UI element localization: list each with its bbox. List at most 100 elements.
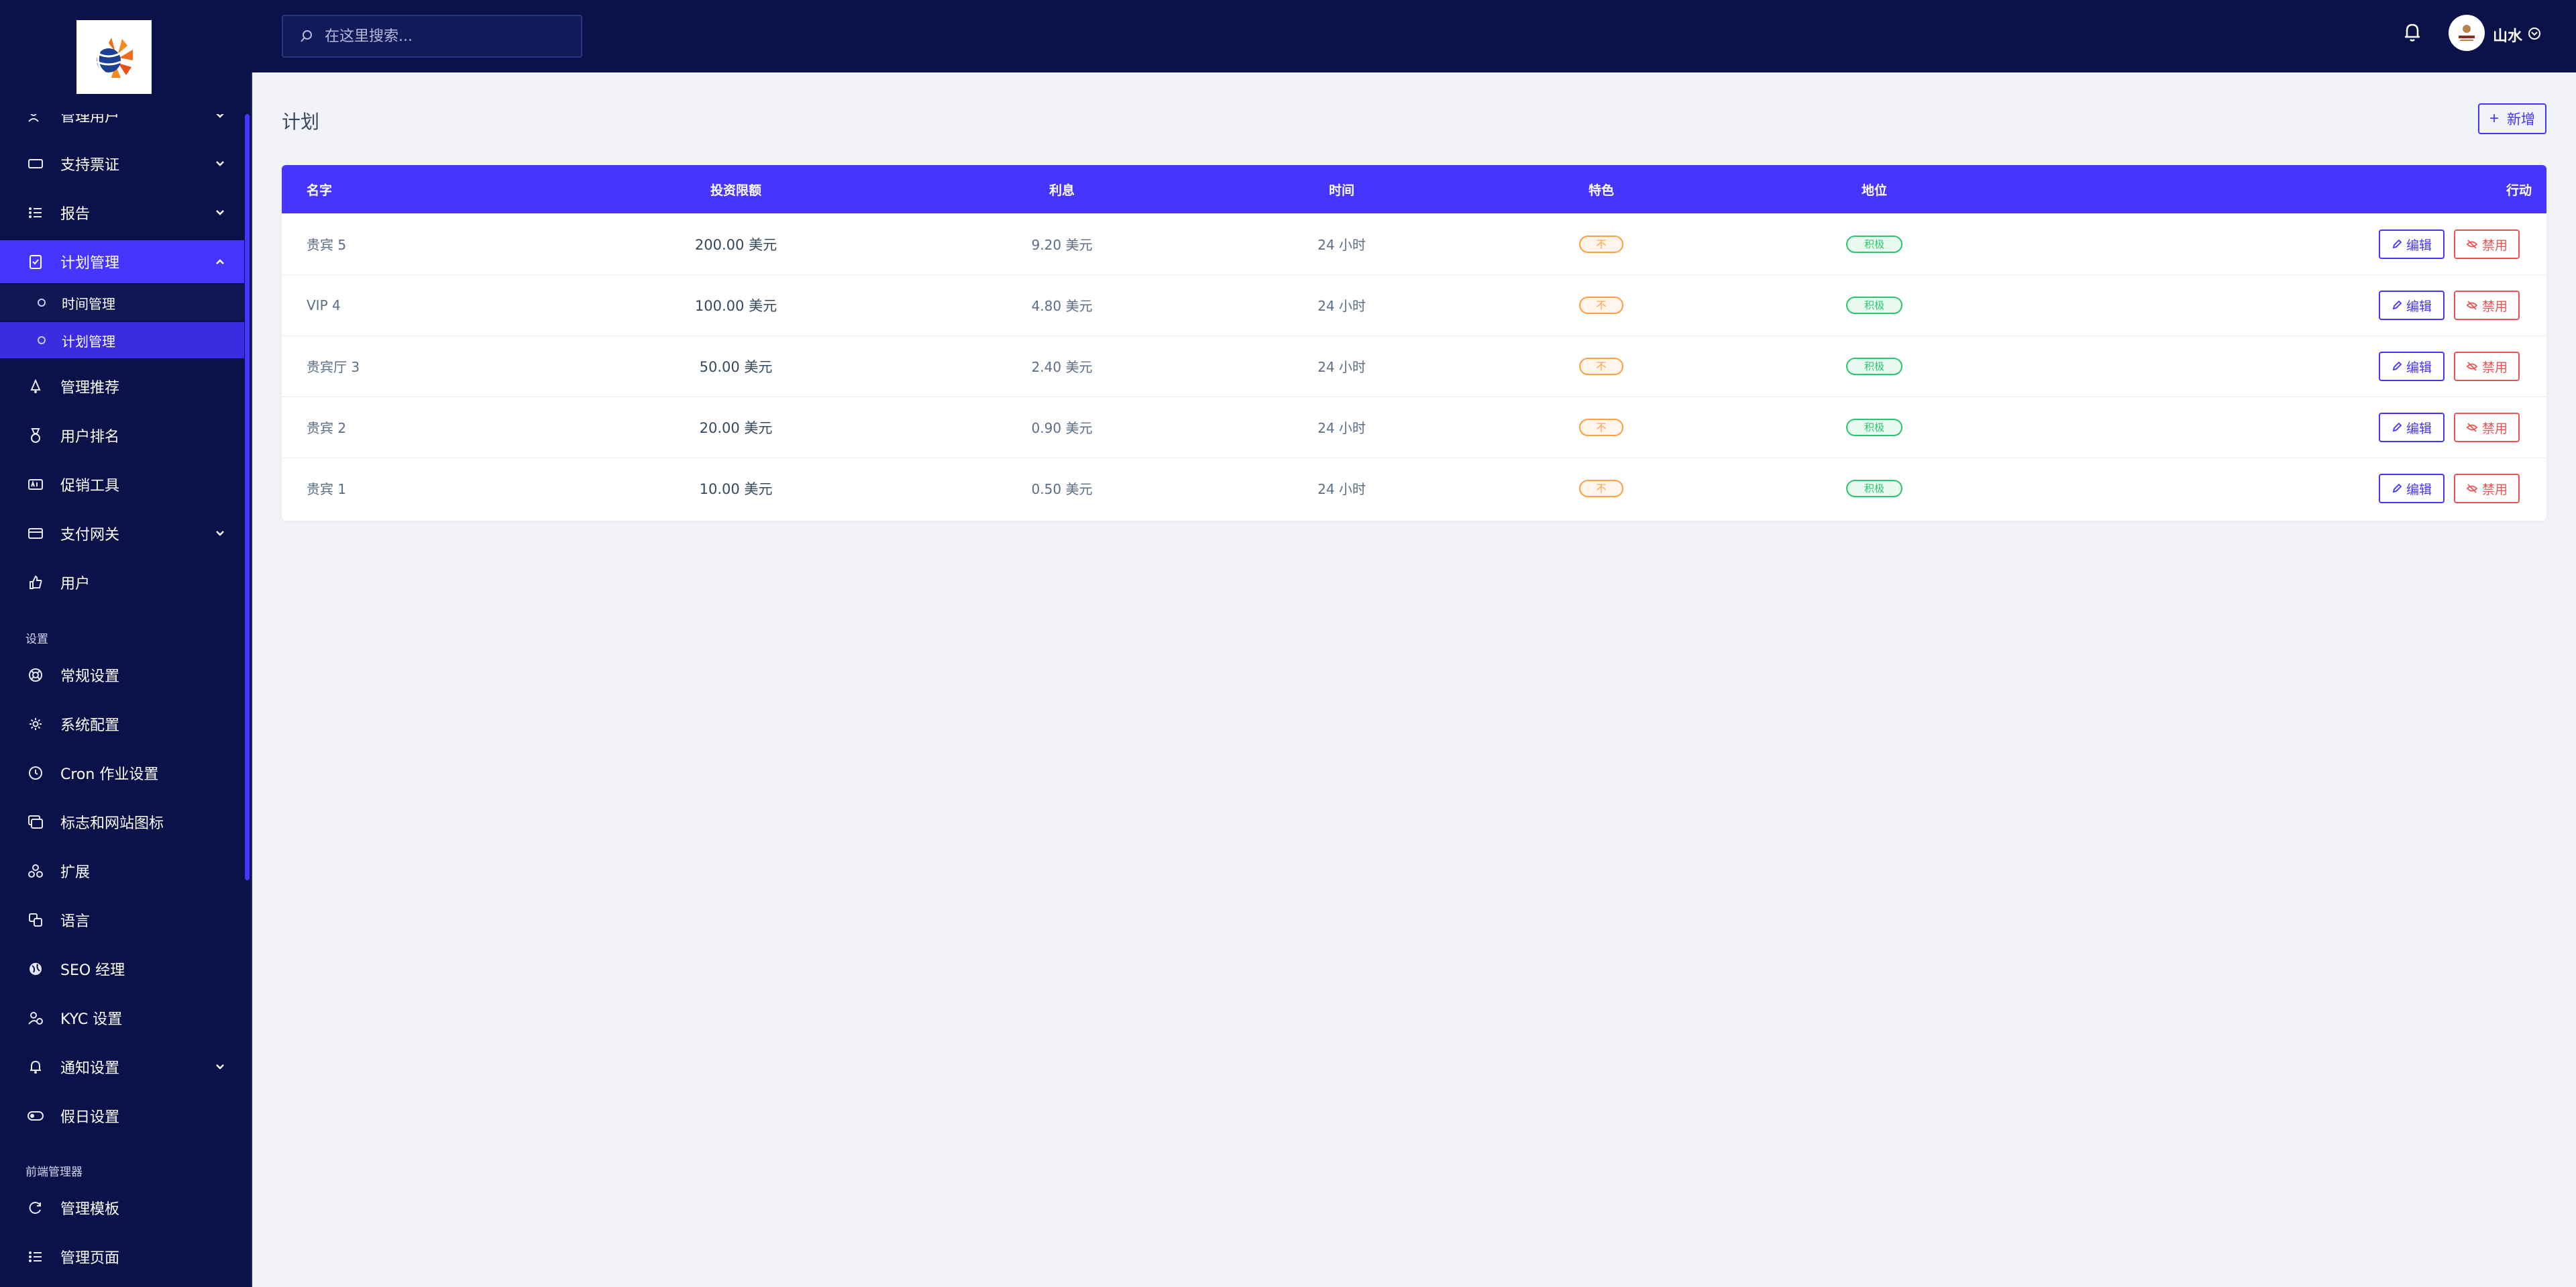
chevron-down-icon	[213, 527, 227, 540]
chevron-down-icon	[213, 157, 227, 170]
cell-invest: 10.00 美元	[699, 480, 773, 497]
bell-shape-icon	[25, 376, 46, 397]
cell-name: 贵宾 5	[307, 237, 347, 253]
pencil-icon	[2392, 300, 2402, 310]
sidebar-item-user-ranking[interactable]: 用户排名	[0, 414, 244, 457]
sidebar-item-logo-favicon[interactable]: 标志和网站图标	[0, 801, 244, 843]
sidebar-item-system-config[interactable]: 系统配置	[0, 703, 244, 745]
user-name[interactable]: 山水	[2493, 28, 2523, 45]
chevron-down-circle-icon[interactable]	[2526, 25, 2542, 42]
col-header-invest: 投资限额	[710, 183, 762, 198]
sidebar-item-seo-manager[interactable]: SEO 经理	[0, 947, 244, 990]
disable-button[interactable]: 禁用	[2454, 474, 2520, 503]
cell-time: 24 小时	[1318, 481, 1366, 497]
toggle-icon	[25, 1106, 46, 1126]
table-row: 贵宾 1 10.00 美元 0.50 美元 24 小时 不 积极 编辑 禁用	[282, 458, 2546, 519]
sidebar-section-settings: 设置	[25, 633, 48, 646]
sidebar-item-plan-management[interactable]: 计划管理	[0, 240, 244, 283]
disable-label: 禁用	[2481, 421, 2508, 436]
sidebar-item-label: 假日设置	[60, 1109, 120, 1126]
eye-slash-icon	[2466, 240, 2478, 249]
sidebar-item-holiday-settings[interactable]: 假日设置	[0, 1094, 244, 1137]
sidebar-scrollbar[interactable]	[245, 114, 250, 880]
edit-button[interactable]: 编辑	[2379, 413, 2445, 442]
sidebar-item-cron-settings[interactable]: Cron 作业设置	[0, 752, 244, 794]
disable-button[interactable]: 禁用	[2454, 413, 2520, 442]
sidebar-item-label: 语言	[60, 913, 91, 930]
sidebar-item-kyc-settings[interactable]: KYC 设置	[0, 996, 244, 1039]
sidebar-item-promotion-tools[interactable]: 促销工具	[0, 463, 244, 506]
cell-interest: 0.90 美元	[1031, 420, 1093, 436]
feature-badge: 不	[1579, 357, 1623, 375]
add-new-button[interactable]: + 新增	[2478, 103, 2546, 134]
sidebar-item-payment-gateways[interactable]: 支付网关	[0, 512, 244, 555]
eye-slash-icon	[2466, 362, 2478, 371]
plus-icon: +	[2489, 109, 2499, 127]
edit-button[interactable]: 编辑	[2379, 291, 2445, 320]
disable-label: 禁用	[2481, 299, 2508, 314]
sidebar-item-label: KYC 设置	[60, 1011, 123, 1028]
sidebar-item-label: 计划管理	[60, 255, 120, 272]
sidebar-item-notification-settings[interactable]: 通知设置	[0, 1045, 244, 1088]
status-badge: 积极	[1846, 235, 1902, 253]
disable-label: 禁用	[2481, 360, 2508, 375]
sidebar-item-label: 管理页面	[60, 1250, 120, 1267]
list-icon	[25, 203, 46, 223]
sidebar-item-label: 系统配置	[60, 717, 120, 734]
edit-button[interactable]: 编辑	[2379, 352, 2445, 381]
sidebar-item-manage-referrals[interactable]: 管理推荐	[0, 365, 244, 408]
sidebar-item-extensions[interactable]: 扩展	[0, 850, 244, 892]
ad-icon	[25, 474, 46, 495]
sidebar-item-support-tickets[interactable]: 支持票证	[0, 142, 244, 185]
thumbs-up-icon	[25, 572, 46, 593]
status-badge: 积极	[1846, 357, 1902, 375]
sidebar-subitem-plan-management[interactable]: 计划管理	[0, 322, 244, 358]
table-row: 贵宾厅 3 50.00 美元 2.40 美元 24 小时 不 积极 编辑 禁用	[282, 336, 2546, 397]
notification-bell-icon[interactable]	[2400, 19, 2424, 46]
sidebar-subitem-time-management[interactable]: 时间管理	[0, 285, 244, 321]
sidebar-item-manage-pages[interactable]: 管理页面	[0, 1235, 244, 1278]
search-box[interactable]	[282, 15, 582, 58]
page-title: 计划	[282, 111, 320, 133]
edit-button[interactable]: 编辑	[2379, 474, 2445, 503]
sidebar-item-label: 用户排名	[60, 429, 120, 446]
sidebar-item-manage-templates[interactable]: 管理模板	[0, 1186, 244, 1229]
sidebar-item-label: 通知设置	[60, 1060, 120, 1077]
sidebar-item-label: 标志和网站图标	[60, 815, 164, 832]
search-input[interactable]	[325, 28, 580, 45]
feature-badge: 不	[1579, 235, 1623, 253]
disable-button[interactable]: 禁用	[2454, 291, 2520, 320]
cell-name: 贵宾 1	[307, 481, 347, 497]
table-row: 贵宾 2 20.00 美元 0.90 美元 24 小时 不 积极 编辑 禁用	[282, 397, 2546, 458]
cell-name: 贵宾厅 3	[307, 359, 360, 375]
disable-button[interactable]: 禁用	[2454, 352, 2520, 381]
cell-time: 24 小时	[1318, 237, 1366, 253]
avatar[interactable]	[2449, 15, 2485, 51]
edit-label: 编辑	[2406, 360, 2432, 375]
disable-button[interactable]: 禁用	[2454, 229, 2520, 259]
sidebar-item-reports[interactable]: 报告	[0, 191, 244, 234]
col-header-time: 时间	[1328, 183, 1355, 198]
cell-name: 贵宾 2	[307, 420, 347, 436]
credit-card-icon	[25, 523, 46, 544]
cell-interest: 0.50 美元	[1031, 481, 1093, 497]
globe-icon	[25, 959, 46, 979]
sidebar-item-language[interactable]: 语言	[0, 898, 244, 941]
medal-icon	[25, 425, 46, 446]
edit-button[interactable]: 编辑	[2379, 229, 2445, 259]
sidebar-section-frontend: 前端管理器	[25, 1166, 83, 1179]
chevron-down-icon	[213, 206, 227, 219]
sidebar-item-general-settings[interactable]: 常规设置	[0, 654, 244, 697]
sidebar-item-label: 管理模板	[60, 1201, 120, 1218]
sidebar-item-users[interactable]: 用户	[0, 561, 244, 604]
edit-label: 编辑	[2406, 238, 2432, 253]
edit-label: 编辑	[2406, 482, 2432, 497]
images-icon	[25, 812, 46, 832]
logo[interactable]	[76, 20, 152, 95]
pencil-icon	[2392, 422, 2402, 432]
table-row: VIP 4 100.00 美元 4.80 美元 24 小时 不 积极 编辑 禁用	[282, 274, 2546, 336]
circle-icon	[38, 336, 46, 344]
disable-label: 禁用	[2481, 238, 2508, 253]
status-badge: 积极	[1846, 418, 1902, 436]
cell-time: 24 小时	[1318, 420, 1366, 436]
